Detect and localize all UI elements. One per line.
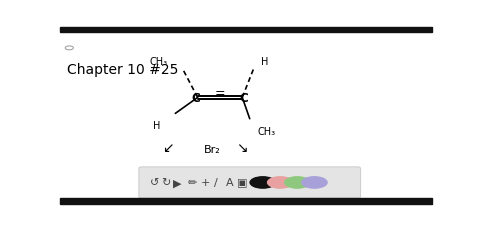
Text: CH₃: CH₃ — [150, 56, 168, 66]
Text: ▣: ▣ — [237, 178, 248, 188]
Circle shape — [284, 176, 311, 189]
Circle shape — [249, 176, 276, 189]
Text: /: / — [215, 178, 218, 188]
Text: ↺: ↺ — [150, 178, 159, 188]
Text: ✏: ✏ — [187, 178, 197, 188]
Text: +: + — [200, 178, 210, 188]
Text: H: H — [153, 121, 160, 131]
Circle shape — [267, 176, 294, 189]
Text: ▶: ▶ — [173, 178, 181, 188]
Text: ↘: ↘ — [237, 140, 248, 154]
Text: Chapter 10 #25: Chapter 10 #25 — [67, 63, 179, 77]
Text: CH₃: CH₃ — [257, 126, 276, 136]
Text: A: A — [226, 178, 233, 188]
Text: H: H — [261, 56, 268, 66]
FancyBboxPatch shape — [139, 167, 360, 198]
Text: C: C — [192, 92, 200, 104]
Circle shape — [301, 176, 328, 189]
Text: ↻: ↻ — [161, 178, 171, 188]
Text: ↙: ↙ — [162, 140, 174, 154]
Bar — [60, 199, 432, 204]
Text: Br₂: Br₂ — [204, 144, 221, 154]
Text: =: = — [215, 86, 225, 99]
Bar — [60, 27, 432, 33]
Text: C: C — [240, 92, 249, 104]
